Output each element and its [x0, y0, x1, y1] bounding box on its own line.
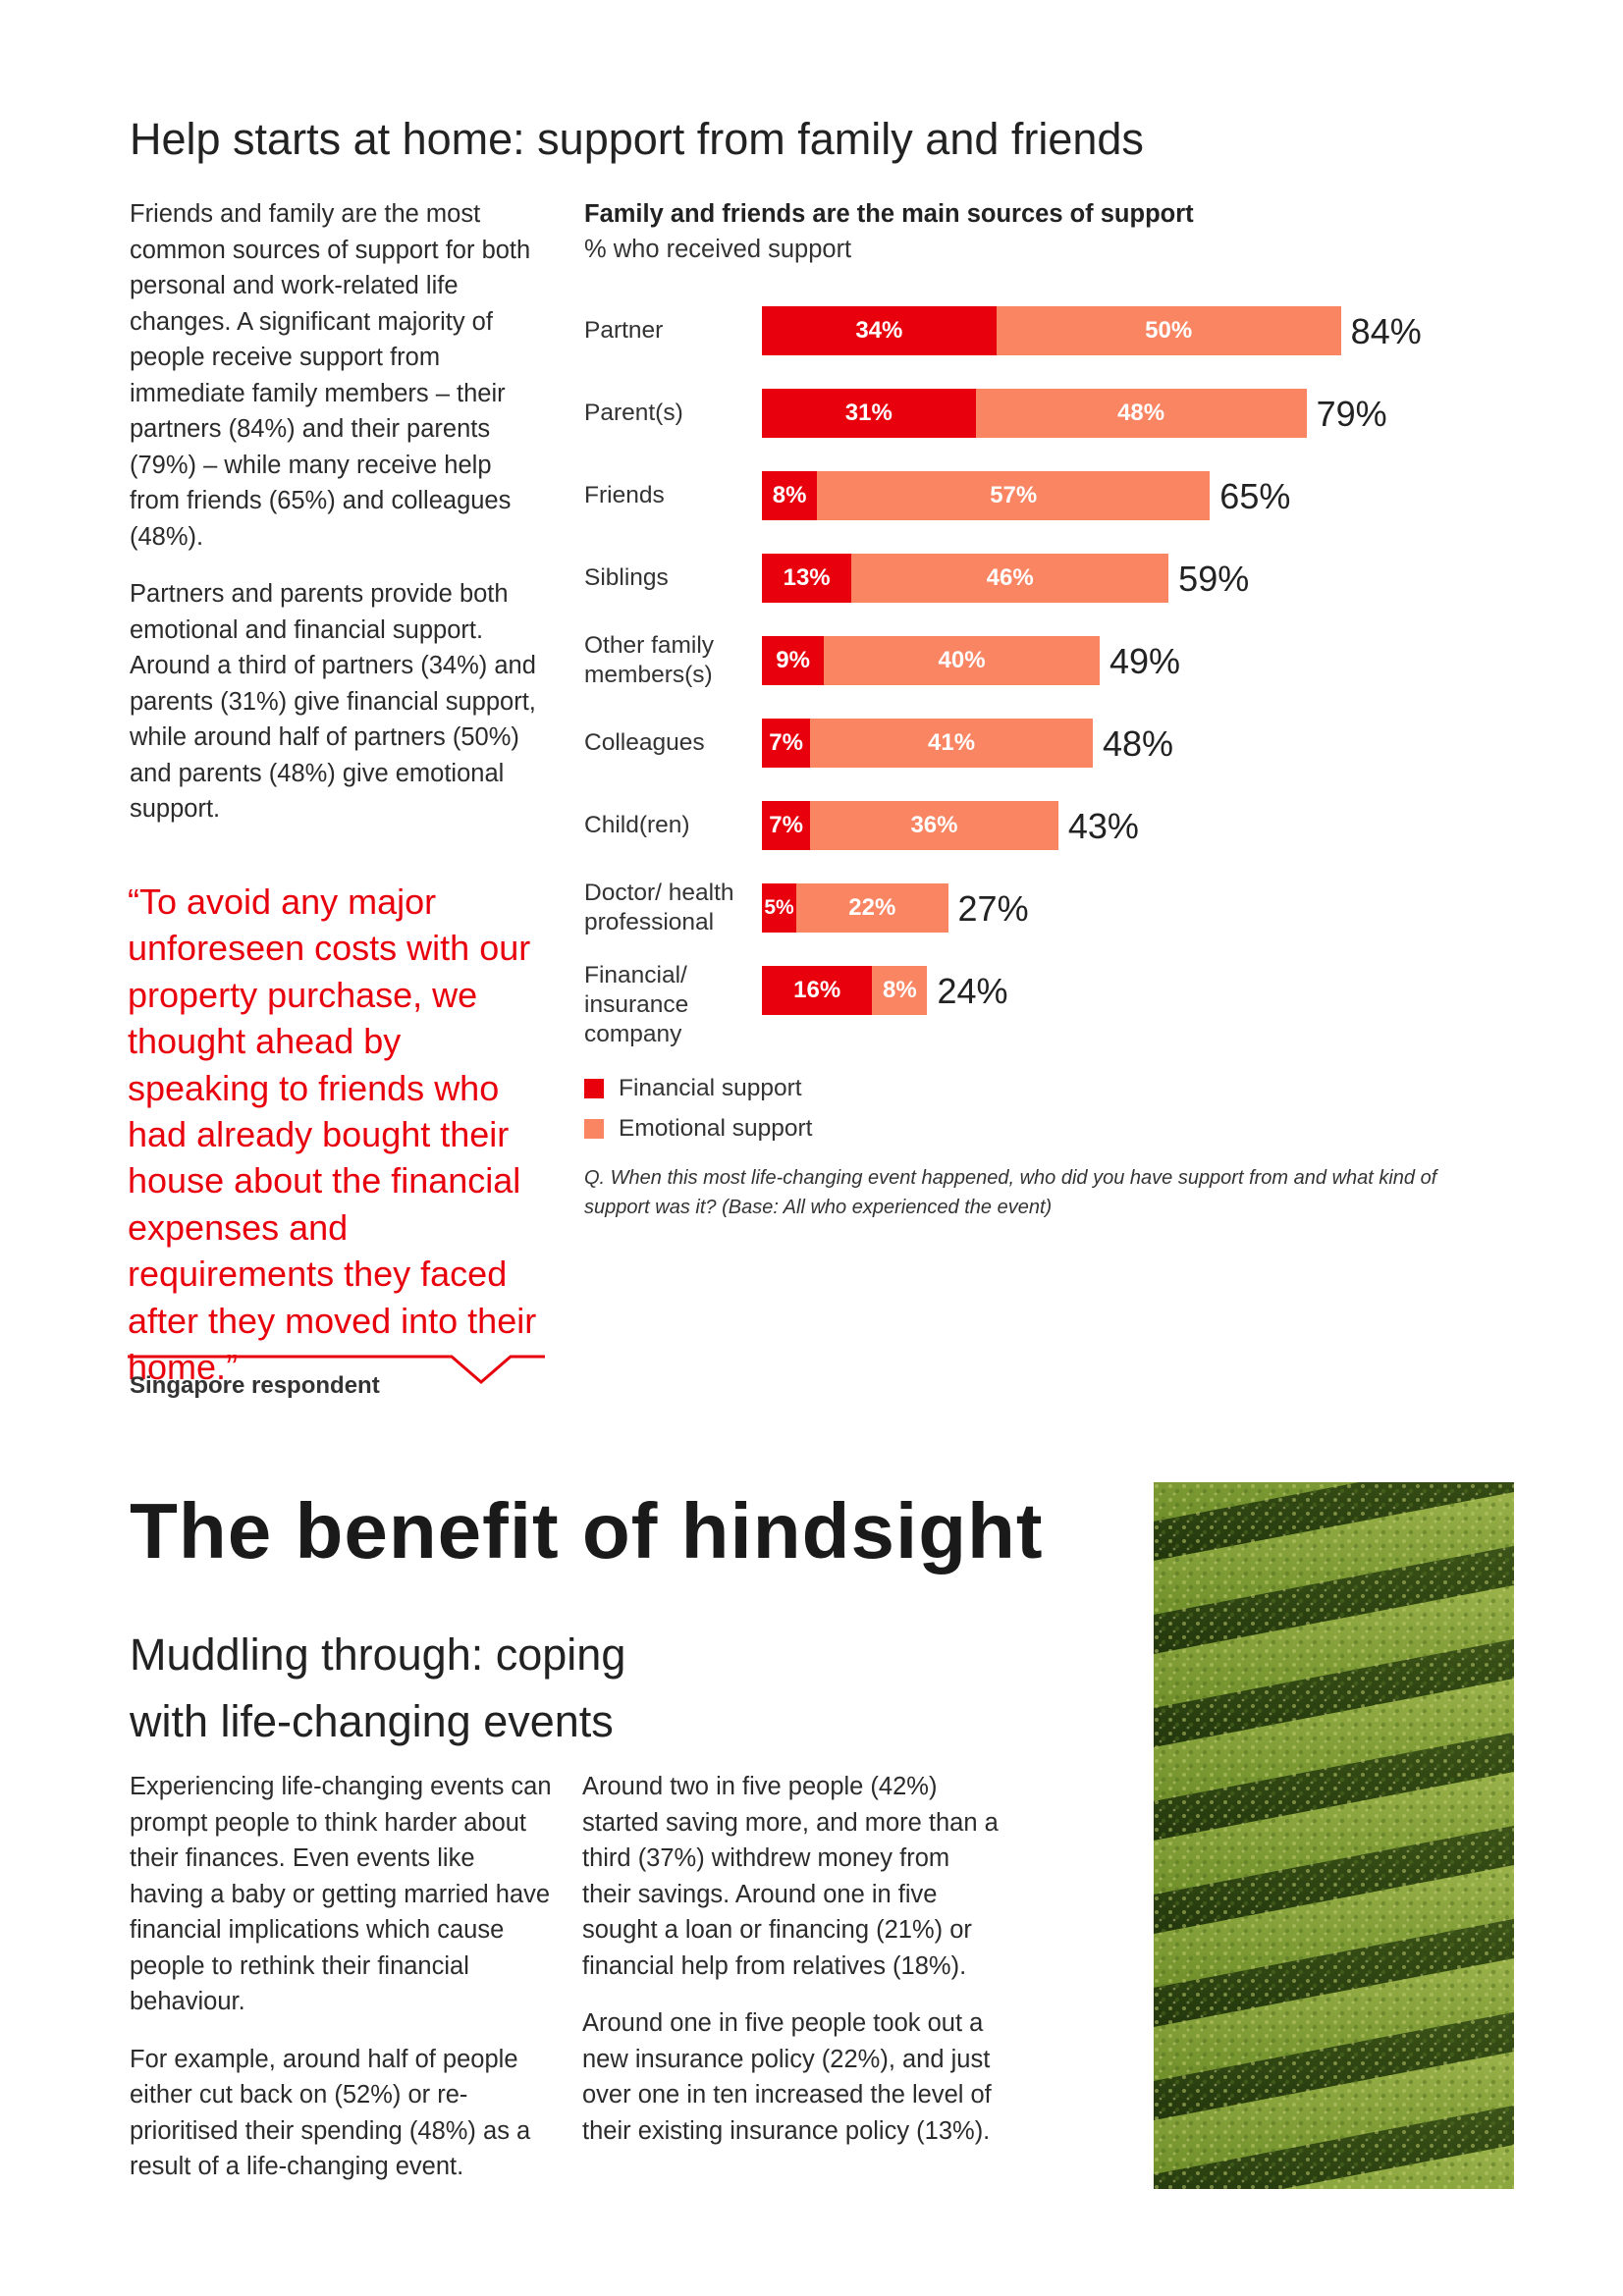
legend-label-emotional: Emotional support: [619, 1115, 813, 1142]
total-label: 65%: [1219, 476, 1291, 516]
bar-financial: 5%: [762, 883, 797, 933]
category-label: Child(ren): [584, 812, 690, 838]
total-label: 79%: [1316, 394, 1387, 434]
category-label: Siblings: [584, 564, 669, 591]
total-label: 84%: [1350, 311, 1422, 351]
bar-financial: 8%: [762, 471, 818, 520]
category-label: Doctor/ health professional: [584, 880, 734, 935]
chart-footnote-block: Q. When this most life-changing event ha…: [584, 1163, 1468, 1222]
chart-footnote: Q. When this most life-changing event ha…: [584, 1167, 1437, 1218]
quote-divider: [128, 1355, 545, 1384]
category-label: Partner: [584, 317, 664, 344]
bar-emotional: 50%: [996, 306, 1341, 355]
bar-financial: 13%: [762, 554, 852, 603]
bar-emotional: 57%: [817, 471, 1211, 520]
bar-emotional: 46%: [851, 554, 1169, 603]
intro-paragraph-1: Friends and family are the most common s…: [130, 200, 531, 551]
total-label: 43%: [1067, 806, 1139, 846]
quote-attribution: Singapore respondent: [130, 1372, 380, 1399]
category-label: Friends: [584, 482, 665, 508]
chart-title: Family and friends are the main sources …: [584, 200, 1194, 228]
bar-financial: 34%: [762, 306, 997, 355]
chart-subtitle: % who received support: [584, 236, 852, 263]
category-label: Financial/ insurance company: [584, 962, 689, 1047]
quote-text: “To avoid any major unforeseen costs wit…: [128, 881, 537, 1388]
col2-paragraph-1: Around two in five people (42%) started …: [582, 1773, 999, 1980]
section-subheading: Muddling through: coping with life-chang…: [130, 1622, 625, 1755]
bar-emotional: 48%: [975, 389, 1307, 438]
bar-financial: 16%: [762, 966, 873, 1015]
intro-column: Friends and family are the most common s…: [130, 196, 542, 828]
category-label: Parent(s): [584, 400, 683, 426]
subheading-line-1: Muddling through: coping: [130, 1629, 626, 1680]
body-column-1: Experiencing life-changing events can pr…: [130, 1769, 552, 2185]
total-label: 59%: [1178, 559, 1250, 599]
hedge-maze-photo: [1154, 1482, 1514, 2189]
bar-financial: 7%: [762, 719, 811, 768]
col1-paragraph-1: Experiencing life-changing events can pr…: [130, 1773, 552, 2015]
bar-financial: 7%: [762, 801, 811, 850]
legend-label-financial: Financial support: [619, 1075, 802, 1101]
col1-paragraph-2: For example, around half of people eithe…: [130, 2045, 531, 2181]
page-title: The benefit of hindsight: [130, 1487, 1044, 1575]
bar-emotional: 36%: [810, 801, 1058, 850]
pull-quote: “To avoid any major unforeseen costs wit…: [128, 879, 550, 1390]
total-label: 48%: [1102, 723, 1174, 764]
col2-paragraph-2: Around one in five people took out a new…: [582, 2009, 992, 2145]
section-heading: Help starts at home: support from family…: [130, 114, 1144, 164]
bar-emotional: 8%: [872, 966, 928, 1015]
legend-swatch-emotional: [584, 1119, 604, 1139]
body-column-2: Around two in five people (42%) started …: [582, 1769, 1004, 2149]
bar-emotional: 40%: [824, 636, 1100, 685]
legend-swatch-financial: [584, 1079, 604, 1098]
intro-paragraph-2: Partners and parents provide both emotio…: [130, 580, 536, 823]
category-label: Other family members(s): [584, 632, 715, 688]
total-label: 24%: [937, 971, 1008, 1011]
bar-financial: 9%: [762, 636, 825, 685]
subheading-line-2: with life-changing events: [130, 1696, 614, 1746]
bar-emotional: 22%: [796, 883, 948, 933]
total-label: 49%: [1109, 641, 1181, 681]
total-label: 27%: [957, 888, 1029, 929]
bar-emotional: 41%: [810, 719, 1093, 768]
bar-financial: 31%: [762, 389, 976, 438]
category-label: Colleagues: [584, 729, 705, 756]
